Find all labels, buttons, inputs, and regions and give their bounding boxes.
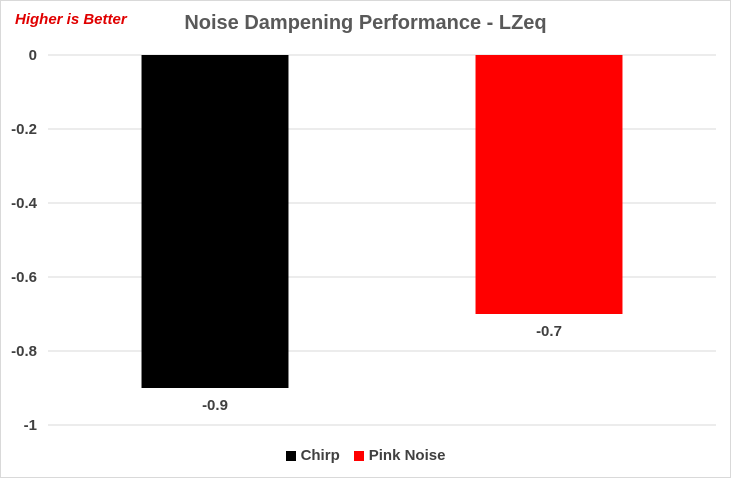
y-tick-label: -0.4 [11, 195, 38, 212]
y-tick-label: -0.2 [11, 121, 37, 138]
chart-title: Noise Dampening Performance - LZeq [184, 12, 547, 34]
legend-label-pink-noise: Pink Noise [368, 447, 446, 464]
bar-pink-noise [475, 55, 623, 314]
legend-swatch-chirp [285, 450, 296, 461]
legend-item-chirp: Chirp [285, 447, 340, 464]
legend-item-pink-noise: Pink Noise [353, 447, 446, 464]
y-tick-label: -0.6 [11, 269, 37, 286]
data-label-pink-noise: -0.7 [536, 323, 562, 340]
data-label-chirp: -0.9 [202, 397, 228, 414]
legend-swatch-pink-noise [353, 450, 364, 461]
bar-chirp [141, 55, 289, 388]
y-tick-label: -0.8 [11, 343, 37, 360]
legend: Chirp Pink Noise [0, 447, 731, 464]
y-tick-label: -1 [24, 417, 37, 434]
higher-is-better-note: Higher is Better [15, 11, 127, 28]
y-tick-label: 0 [29, 47, 37, 64]
legend-label-chirp: Chirp [300, 447, 340, 464]
